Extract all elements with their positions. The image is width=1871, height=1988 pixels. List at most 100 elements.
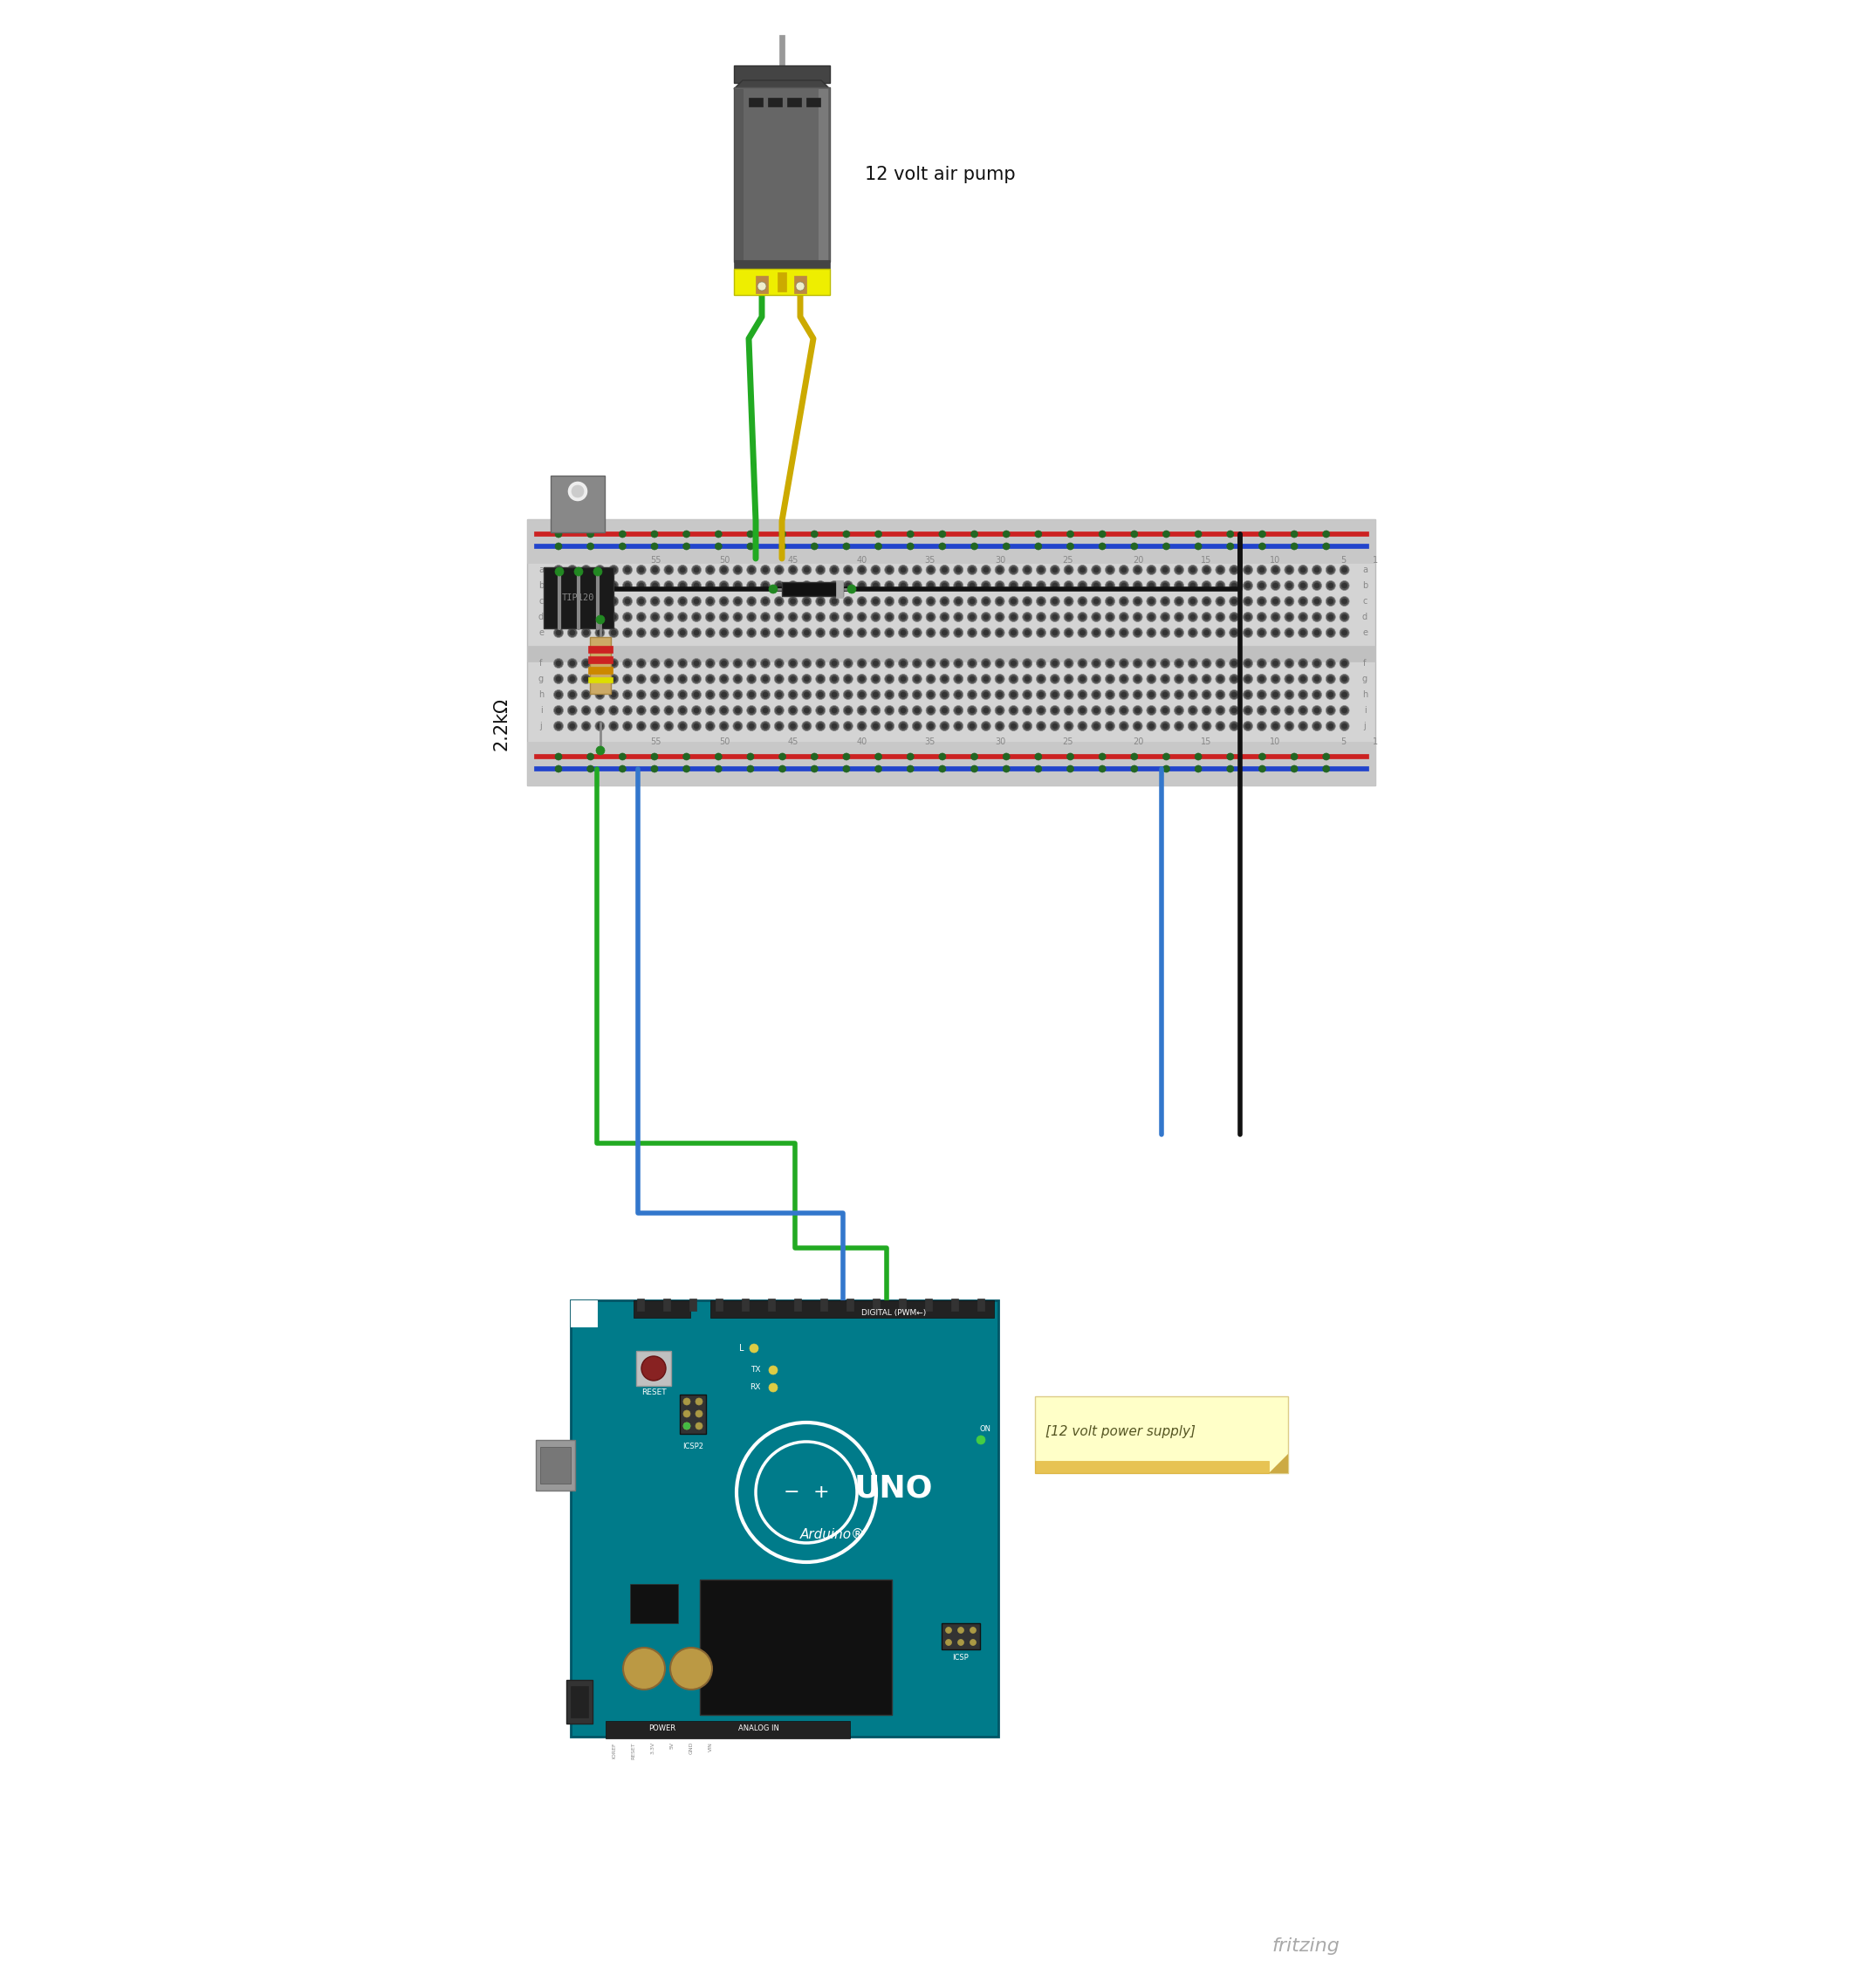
Text: a: a [1362,565,1368,575]
Circle shape [554,674,563,684]
Circle shape [735,598,741,604]
Circle shape [763,630,767,636]
Circle shape [1270,690,1280,700]
Circle shape [898,722,907,732]
Circle shape [1259,567,1265,573]
Circle shape [1121,598,1126,604]
Circle shape [803,722,812,732]
Circle shape [595,690,604,700]
Circle shape [775,580,784,590]
Circle shape [788,628,797,638]
Circle shape [597,614,604,624]
Circle shape [876,753,881,759]
Text: UNO: UNO [855,1473,934,1503]
Circle shape [1196,753,1201,759]
Circle shape [939,658,949,668]
Circle shape [775,722,784,732]
Circle shape [608,580,619,590]
Circle shape [1203,582,1209,588]
Circle shape [995,565,1005,575]
Circle shape [567,722,576,732]
Circle shape [718,658,730,668]
Circle shape [1065,628,1074,638]
Text: ON: ON [980,1425,992,1433]
Circle shape [1259,531,1267,537]
Circle shape [1121,660,1126,666]
Circle shape [1108,692,1113,698]
Circle shape [1038,567,1044,573]
Circle shape [1052,676,1057,682]
Circle shape [1342,630,1347,636]
Circle shape [748,692,754,698]
Circle shape [1065,580,1074,590]
Circle shape [638,724,644,730]
Circle shape [915,692,921,698]
Circle shape [969,1640,977,1646]
Circle shape [926,674,936,684]
Circle shape [1162,676,1168,682]
Circle shape [1298,628,1308,638]
Circle shape [722,598,726,604]
Circle shape [651,543,659,551]
Circle shape [1328,630,1334,636]
Circle shape [997,708,1003,714]
Circle shape [1080,567,1085,573]
Circle shape [1259,765,1267,771]
Circle shape [939,628,949,638]
Circle shape [816,658,825,668]
Circle shape [636,706,645,716]
Circle shape [1121,676,1126,682]
Circle shape [1231,598,1237,604]
Circle shape [1257,580,1267,590]
Circle shape [1119,706,1128,716]
Circle shape [954,612,964,622]
Circle shape [941,630,947,636]
Circle shape [844,690,853,700]
Circle shape [1246,708,1250,714]
Circle shape [1119,596,1128,606]
Circle shape [625,676,631,682]
Circle shape [625,724,631,730]
Circle shape [1149,708,1154,714]
Circle shape [1190,614,1196,620]
Bar [924,1298,932,1310]
Circle shape [623,690,632,700]
Circle shape [928,614,934,620]
Circle shape [696,1423,702,1429]
Circle shape [595,658,604,668]
Circle shape [760,580,771,590]
Circle shape [1132,596,1143,606]
Circle shape [857,706,866,716]
Circle shape [1080,692,1085,698]
Circle shape [775,596,784,606]
Text: [12 volt power supply]: [12 volt power supply] [1046,1425,1196,1437]
Circle shape [915,676,921,682]
Circle shape [1323,765,1330,771]
Text: 15: 15 [1201,738,1211,746]
Circle shape [1229,580,1239,590]
Circle shape [788,690,797,700]
Circle shape [1052,692,1057,698]
Circle shape [608,690,619,700]
Circle shape [1246,630,1250,636]
Circle shape [956,630,962,636]
Circle shape [567,481,587,501]
Circle shape [584,660,589,666]
Circle shape [554,565,563,575]
Circle shape [623,674,632,684]
Circle shape [733,596,743,606]
Circle shape [900,708,906,714]
Circle shape [859,614,864,620]
Circle shape [679,630,685,636]
Circle shape [848,584,857,594]
Circle shape [1008,722,1018,732]
Circle shape [1342,582,1347,588]
Circle shape [1106,580,1115,590]
Circle shape [1342,660,1347,666]
Bar [806,97,819,107]
Circle shape [1106,612,1115,622]
Text: RESET: RESET [642,1388,666,1396]
Circle shape [1242,722,1254,732]
Circle shape [887,676,892,682]
Text: 45: 45 [788,557,799,565]
